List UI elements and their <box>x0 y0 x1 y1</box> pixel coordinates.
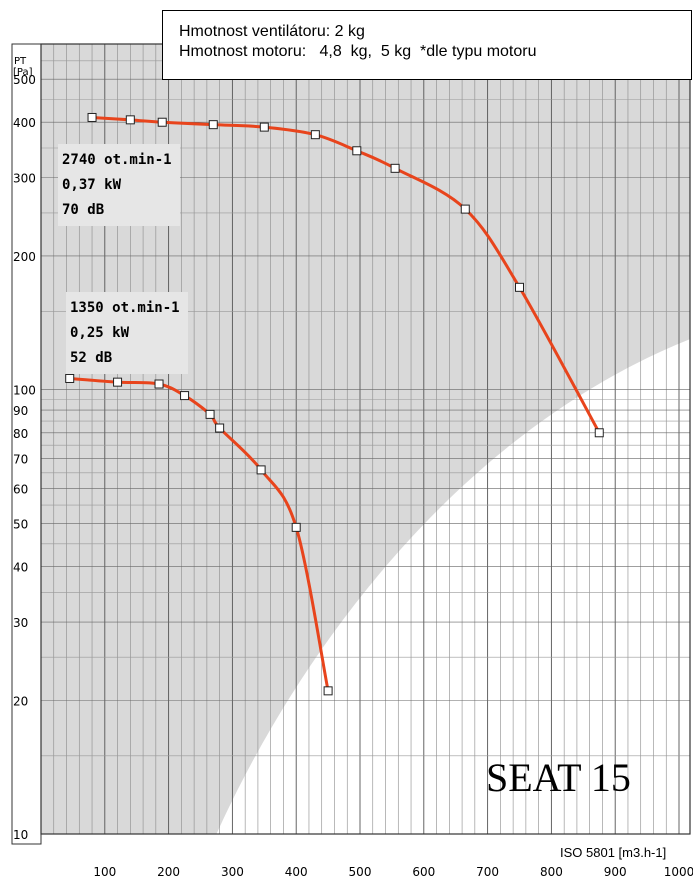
out-of-range-area <box>216 339 690 834</box>
data-point <box>352 146 362 156</box>
data-point <box>154 379 164 389</box>
x-tick-label: 600 <box>412 865 435 879</box>
y-tick-label: 60 <box>13 482 28 496</box>
y-axis-label: PT <box>14 56 27 67</box>
plot-background <box>41 44 690 834</box>
data-point <box>259 122 269 132</box>
y-tick-label: 50 <box>13 517 28 531</box>
x-tick-label: 300 <box>221 865 244 879</box>
x-tick-labels: 100 200 300 400 500 600 700 800 900 1000 <box>93 865 693 879</box>
motor-weight-text: Hmotnost motoru: 4,8 kg, 5 kg *dle typu … <box>179 43 537 60</box>
x-tick-label: 400 <box>285 865 308 879</box>
y-tick-labels: 10 20 30 40 50 60 70 80 90 100 200 300 400 500 <box>13 73 36 842</box>
model-label: SEAT 15 <box>486 755 631 800</box>
axis-panel <box>11 43 42 845</box>
data-point <box>291 522 301 532</box>
weight-info-box: Hmotnost ventilátoru: 2 kg Hmotnost moto… <box>162 10 692 80</box>
data-point <box>515 282 524 292</box>
y-tick-label: 40 <box>13 561 28 575</box>
y-tick-label: 30 <box>13 616 28 630</box>
y-tick-label: 10 <box>13 828 28 842</box>
data-point <box>87 112 97 122</box>
data-point <box>594 428 604 438</box>
annotation-line: 2740 ot.min-1 <box>62 152 172 168</box>
y-tick-label: 500 <box>13 73 36 87</box>
data-point <box>215 423 225 433</box>
data-point <box>65 373 75 383</box>
x-axis-label: ISO 5801 [m3.h-1] <box>560 845 666 860</box>
data-point <box>256 465 266 475</box>
annotation-line: 52 dB <box>70 350 112 366</box>
data-point <box>390 163 400 173</box>
y-tick-label: 200 <box>13 250 36 264</box>
x-tick-label: 100 <box>93 865 116 879</box>
y-axis-unit: [Pa] <box>13 67 33 78</box>
x-tick-label: 200 <box>157 865 180 879</box>
annotation-line: 70 dB <box>62 202 104 218</box>
y-tick-label: 70 <box>13 453 28 467</box>
annotations: 2740 ot.min-1 0,37 kW 70 dB 1350 ot.min-1 0,… <box>58 144 188 374</box>
y-tick-label: 100 <box>13 384 36 398</box>
annotation-line: 1350 ot.min-1 <box>70 300 180 316</box>
data-point <box>323 686 333 696</box>
data-point <box>205 409 215 419</box>
data-point <box>180 391 190 401</box>
data-point <box>460 204 470 214</box>
data-point <box>310 130 320 140</box>
annotation-line: 0,37 kW <box>62 177 122 193</box>
annotation-line: 0,25 kW <box>70 325 130 341</box>
x-tick-label: 800 <box>540 865 563 879</box>
fan-weight-text: Hmotnost ventilátoru: 2 kg <box>179 23 365 40</box>
x-tick-label: 1000 <box>664 865 693 879</box>
y-tick-label: 400 <box>13 116 36 130</box>
y-tick-label: 80 <box>13 427 28 441</box>
x-tick-label: 500 <box>349 865 372 879</box>
data-point <box>113 377 123 387</box>
y-tick-label: 300 <box>13 172 36 186</box>
annotation-box <box>66 292 188 374</box>
y-tick-label: 90 <box>13 404 28 418</box>
curves <box>65 112 604 696</box>
data-point <box>125 115 135 125</box>
y-tick-label: 20 <box>13 694 28 708</box>
x-tick-label: 700 <box>476 865 499 879</box>
data-point <box>157 117 167 127</box>
data-point <box>208 120 218 130</box>
annotation-box <box>58 144 180 226</box>
x-tick-label: 900 <box>604 865 627 879</box>
